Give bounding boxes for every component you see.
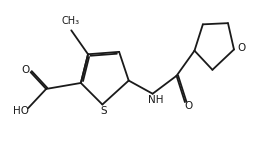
Text: O: O (21, 65, 29, 75)
Text: HO: HO (13, 106, 29, 116)
Text: NH: NH (148, 95, 163, 105)
Text: S: S (100, 106, 106, 116)
Text: O: O (184, 101, 192, 111)
Text: O: O (236, 43, 244, 53)
Text: CH₃: CH₃ (61, 16, 79, 26)
